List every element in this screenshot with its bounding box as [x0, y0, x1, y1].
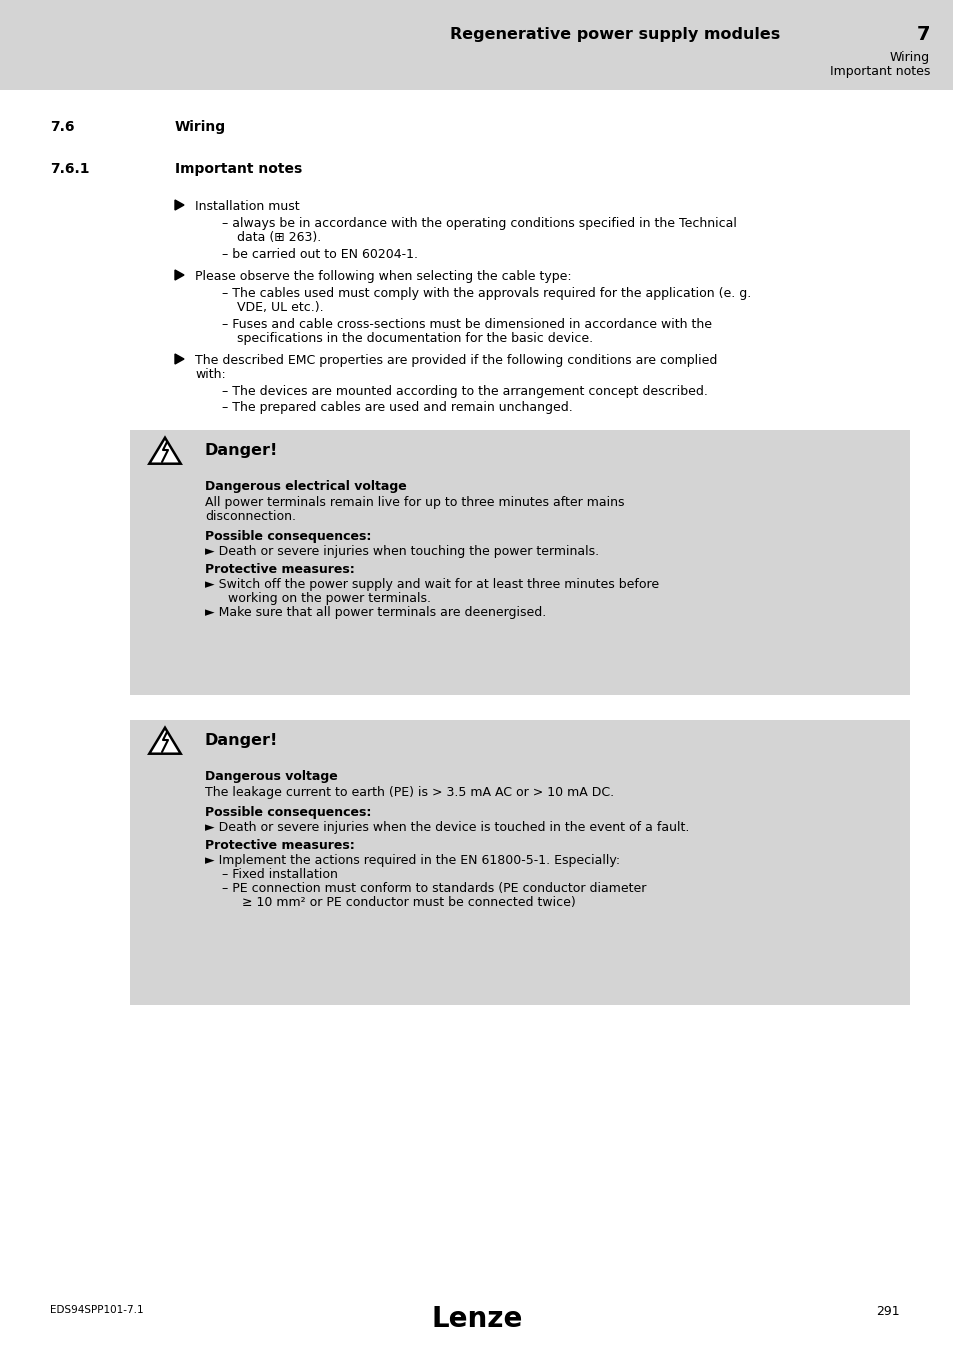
- Text: ► Implement the actions required in the EN 61800-5-1. Especially:: ► Implement the actions required in the …: [205, 855, 619, 867]
- Text: Regenerative power supply modules: Regenerative power supply modules: [449, 27, 780, 42]
- Text: Wiring: Wiring: [174, 120, 226, 134]
- Text: Danger!: Danger!: [205, 443, 278, 458]
- Text: ► Death or severe injuries when the device is touched in the event of a fault.: ► Death or severe injuries when the devi…: [205, 821, 689, 834]
- Text: ≥ 10 mm² or PE conductor must be connected twice): ≥ 10 mm² or PE conductor must be connect…: [233, 896, 576, 909]
- Text: The described EMC properties are provided if the following conditions are compli: The described EMC properties are provide…: [194, 354, 717, 367]
- Text: Important notes: Important notes: [174, 162, 302, 176]
- Text: – Fuses and cable cross-sections must be dimensioned in accordance with the: – Fuses and cable cross-sections must be…: [222, 319, 711, 331]
- Polygon shape: [174, 354, 184, 364]
- FancyBboxPatch shape: [0, 0, 953, 90]
- Text: Installation must: Installation must: [194, 200, 299, 213]
- Text: 291: 291: [876, 1305, 899, 1318]
- Text: – PE connection must conform to standards (PE conductor diameter: – PE connection must conform to standard…: [222, 882, 646, 895]
- Text: VDE, UL etc.).: VDE, UL etc.).: [236, 301, 323, 315]
- Text: Important notes: Important notes: [829, 66, 929, 78]
- Text: working on the power terminals.: working on the power terminals.: [220, 593, 431, 605]
- Polygon shape: [149, 437, 180, 463]
- Text: Please observe the following when selecting the cable type:: Please observe the following when select…: [194, 270, 571, 284]
- Text: Danger!: Danger!: [205, 733, 278, 748]
- FancyBboxPatch shape: [130, 431, 909, 695]
- Text: Dangerous electrical voltage: Dangerous electrical voltage: [205, 481, 406, 493]
- Text: All power terminals remain live for up to three minutes after mains: All power terminals remain live for up t…: [205, 495, 624, 509]
- Text: Protective measures:: Protective measures:: [205, 838, 355, 852]
- Text: 7.6.1: 7.6.1: [50, 162, 90, 176]
- Text: EDS94SPP101-7.1: EDS94SPP101-7.1: [50, 1305, 144, 1315]
- Text: ► Switch off the power supply and wait for at least three minutes before: ► Switch off the power supply and wait f…: [205, 578, 659, 591]
- Polygon shape: [174, 270, 184, 279]
- Text: Possible consequences:: Possible consequences:: [205, 806, 371, 819]
- Text: ► Make sure that all power terminals are deenergised.: ► Make sure that all power terminals are…: [205, 606, 546, 620]
- Polygon shape: [174, 200, 184, 211]
- Text: The leakage current to earth (PE) is > 3.5 mA AC or > 10 mA DC.: The leakage current to earth (PE) is > 3…: [205, 786, 614, 799]
- Text: Possible consequences:: Possible consequences:: [205, 531, 371, 543]
- Text: 7.6: 7.6: [50, 120, 74, 134]
- Text: Protective measures:: Protective measures:: [205, 563, 355, 576]
- Text: disconnection.: disconnection.: [205, 510, 295, 522]
- Text: – The devices are mounted according to the arrangement concept described.: – The devices are mounted according to t…: [222, 385, 707, 398]
- Text: Wiring: Wiring: [889, 50, 929, 63]
- Text: specifications in the documentation for the basic device.: specifications in the documentation for …: [236, 332, 593, 346]
- Text: ► Death or severe injuries when touching the power terminals.: ► Death or severe injuries when touching…: [205, 545, 598, 558]
- Text: Dangerous voltage: Dangerous voltage: [205, 769, 337, 783]
- Text: with:: with:: [194, 369, 226, 381]
- FancyBboxPatch shape: [130, 720, 909, 1004]
- Text: – always be in accordance with the operating conditions specified in the Technic: – always be in accordance with the opera…: [222, 217, 736, 230]
- Text: – The cables used must comply with the approvals required for the application (e: – The cables used must comply with the a…: [222, 288, 750, 300]
- Text: data (⊞ 263).: data (⊞ 263).: [236, 231, 321, 244]
- Text: – The prepared cables are used and remain unchanged.: – The prepared cables are used and remai…: [222, 401, 572, 414]
- Text: – Fixed installation: – Fixed installation: [222, 868, 337, 882]
- Polygon shape: [149, 728, 180, 753]
- Text: Lenze: Lenze: [431, 1305, 522, 1332]
- Text: 7: 7: [916, 26, 929, 45]
- Text: – be carried out to EN 60204-1.: – be carried out to EN 60204-1.: [222, 248, 417, 261]
